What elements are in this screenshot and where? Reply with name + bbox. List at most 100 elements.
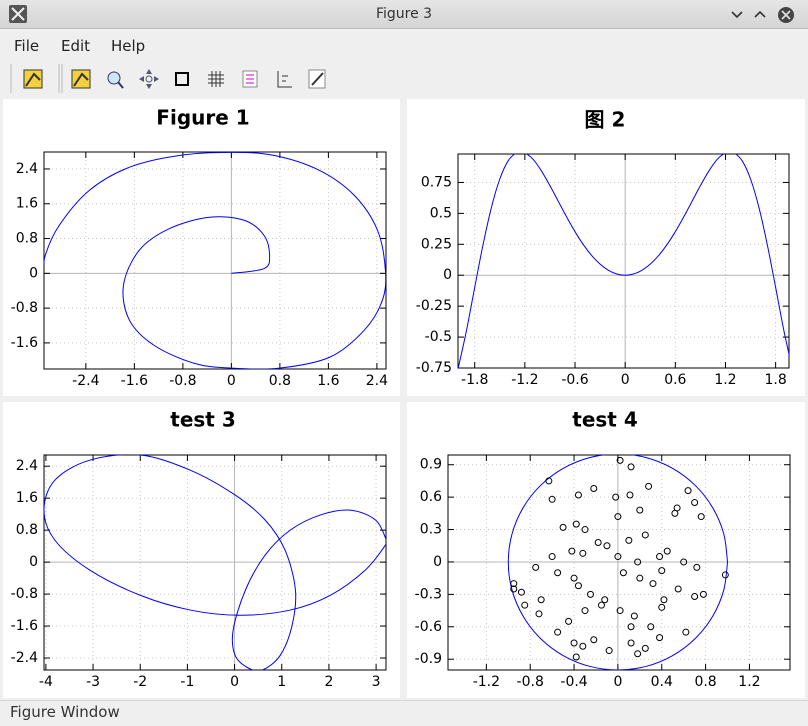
- line: [44, 455, 386, 670]
- y-tick-label: 0.25: [421, 236, 452, 252]
- point: [572, 520, 580, 528]
- y-tick-label: 0.3: [420, 522, 442, 538]
- y-tick-label: -0.3: [415, 586, 442, 602]
- point: [572, 653, 580, 661]
- point: [649, 580, 657, 588]
- point: [570, 574, 578, 582]
- x-tick-label: -0.4: [560, 674, 587, 690]
- point: [634, 558, 642, 566]
- point: [565, 617, 573, 625]
- point: [641, 644, 649, 652]
- point: [630, 612, 638, 620]
- x-tick-label: 0.8: [694, 674, 716, 690]
- y-tick-label: 0: [29, 554, 38, 570]
- x-tick-label: 1.6: [317, 373, 339, 389]
- subplot: test 4 -1.2 -0.8 -0.4 0 0.4 0.8 1.2 0.9 0.6 0.3 0 -0…: [407, 402, 805, 698]
- menu-item[interactable]: Help: [111, 37, 146, 55]
- y-tick-label: -0.25: [416, 298, 452, 314]
- point: [605, 647, 613, 655]
- point: [537, 596, 545, 604]
- point: [614, 553, 622, 561]
- point: [517, 588, 525, 596]
- x-tick-label: -0.8: [169, 373, 196, 389]
- toolbar: [0, 60, 808, 97]
- figure-canvas: Figure 1 -2.4 -1.6 -0.8 0 0.8 1.6 2.4 2.4 1.6 0.8 0…: [3, 99, 805, 698]
- menu-bar: File Edit Help: [0, 29, 808, 60]
- point: [603, 542, 611, 550]
- x-tick-label: -2: [133, 674, 147, 690]
- point: [645, 482, 653, 490]
- y-tick-label: 0.6: [420, 489, 442, 505]
- x-tick-label: -1.2: [473, 674, 500, 690]
- window-controls[interactable]: [722, 5, 802, 25]
- subplot: test 3 -4 -3 -2 -1 0 1 2 3 2.4 1.6 0.8 0 -0.8 -1.6 -2.4: [3, 402, 400, 698]
- point: [660, 596, 668, 604]
- point: [574, 582, 582, 590]
- x-tick-label: 1: [277, 674, 286, 690]
- y-tick-label: 0: [29, 265, 38, 281]
- status-text: Figure Window: [10, 703, 120, 721]
- point: [554, 628, 562, 636]
- y-tick-label: 0.75: [421, 174, 452, 190]
- y-tick-label: -0.8: [11, 300, 38, 316]
- plot-area: [44, 152, 386, 369]
- x-tick-label: -4: [39, 674, 53, 690]
- y-tick-label: -0.9: [415, 651, 442, 667]
- y-tick-label: -1.6: [11, 618, 38, 634]
- point: [568, 547, 576, 555]
- point: [627, 639, 635, 647]
- panel: [407, 402, 805, 698]
- plot-area: [44, 455, 386, 670]
- point: [581, 526, 589, 534]
- point: [614, 513, 622, 521]
- point: [674, 585, 682, 593]
- point: [626, 491, 634, 499]
- point: [671, 509, 679, 517]
- point: [535, 610, 543, 618]
- plot-area: [458, 154, 789, 368]
- y-tick-label: -2.4: [11, 650, 38, 666]
- point: [627, 463, 635, 471]
- menu-item[interactable]: File: [14, 37, 40, 55]
- y-tick-label: 1.6: [16, 490, 38, 506]
- toolbar-icons[interactable]: [0, 60, 340, 97]
- chart-title: Figure 1: [156, 106, 249, 130]
- plot-frame: [457, 153, 790, 369]
- point: [597, 601, 605, 609]
- line: [507, 455, 729, 670]
- y-tick-label: -0.5: [425, 329, 452, 345]
- title-bar: Figure 3: [0, 0, 808, 29]
- panel: [3, 99, 400, 396]
- point: [693, 563, 701, 571]
- panel: [3, 402, 400, 698]
- x-tick-label: 0.8: [269, 373, 291, 389]
- point: [579, 642, 587, 650]
- point: [581, 607, 589, 615]
- panel: [407, 99, 805, 396]
- point: [510, 585, 518, 593]
- point: [612, 493, 620, 501]
- plot-frame: [43, 454, 387, 671]
- x-tick-label: -1.8: [461, 372, 488, 388]
- y-tick-label: -0.6: [415, 619, 442, 635]
- menu-item[interactable]: Edit: [61, 37, 91, 55]
- point: [658, 567, 666, 575]
- point: [548, 553, 556, 561]
- chart-title: test 4: [572, 408, 637, 432]
- point: [510, 580, 518, 588]
- x-tick-label: 1.2: [738, 674, 760, 690]
- x-tick-label: -2.4: [72, 373, 99, 389]
- line: [458, 154, 789, 368]
- y-tick-label: 0.8: [16, 231, 38, 247]
- x-tick-label: -1.6: [121, 373, 148, 389]
- x-tick-label: 0: [227, 373, 236, 389]
- point: [641, 531, 649, 539]
- y-tick-label: 2.4: [16, 458, 38, 474]
- y-tick-label: 0.8: [16, 522, 38, 538]
- point: [634, 650, 642, 658]
- point: [627, 623, 635, 631]
- y-tick-label: -0.8: [11, 586, 38, 602]
- x-tick-label: 2.4: [366, 373, 388, 389]
- point: [691, 593, 699, 601]
